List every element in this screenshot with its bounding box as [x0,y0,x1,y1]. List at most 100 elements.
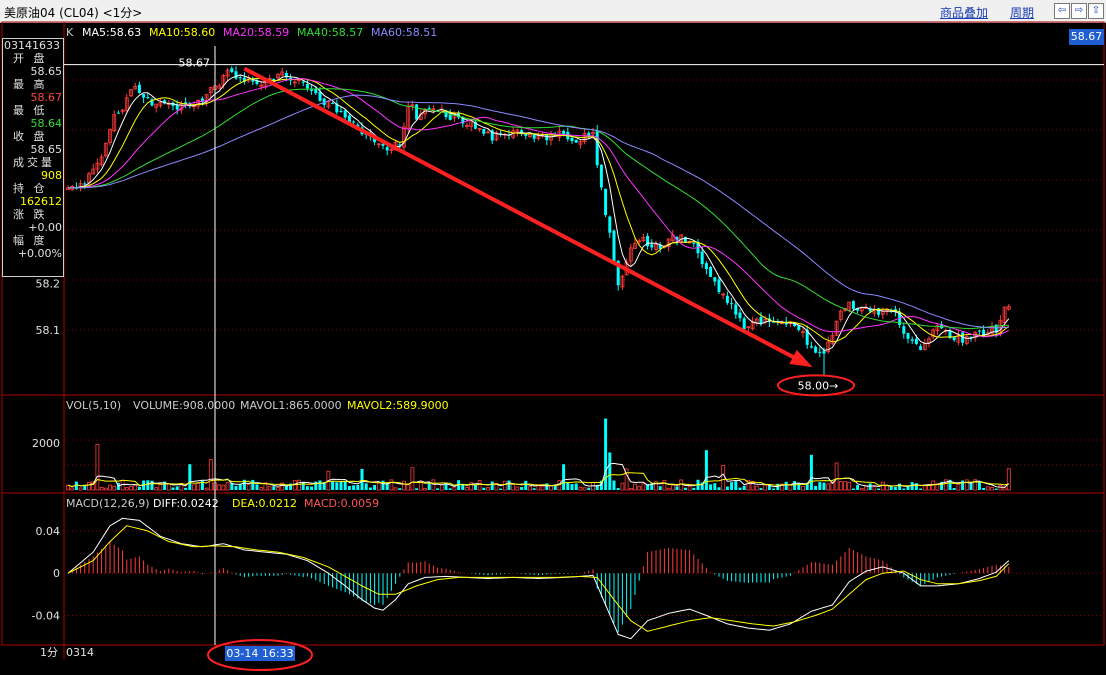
volume-bar [738,487,742,490]
period-label: 1分 [40,646,58,659]
mavol2-line [67,472,1009,488]
candle-body [524,132,528,136]
candle-body [339,111,343,113]
ma40-line [68,88,1009,330]
volume-bar [133,484,138,491]
volume-bar [528,486,532,491]
candle-body [376,143,381,146]
volume-bar [721,464,726,491]
candle-body [927,338,931,344]
candle-body [826,341,831,353]
candle-body [759,316,763,324]
volume-bar [687,486,692,491]
volume-bar [192,484,196,491]
volume-bar [646,483,650,490]
volume-bar [1002,487,1007,491]
volume-bar [171,487,175,490]
volume-bar [633,483,637,491]
period-link[interactable]: 周期 [1010,6,1035,20]
candle-body [515,129,520,133]
candle-body [906,333,910,339]
volume-bar [352,485,356,490]
volume-bar [255,484,259,490]
volume-bar [1006,468,1011,491]
candle-body [982,329,986,337]
volume-bar [347,486,351,490]
candle-body [83,183,87,185]
candle-body [666,238,671,247]
candle-body [91,168,96,175]
candle-body [473,121,477,129]
volume-bar [301,481,305,490]
candle-body [171,102,175,106]
volume-bar [364,483,368,490]
volume-bar [843,481,847,491]
candle-body [184,102,188,105]
candle-body [641,237,646,242]
change-pct-label: 幅 度 [13,234,48,247]
change-value: +0.00 [28,221,62,234]
volume-bar [540,485,545,491]
volume-bar [885,485,889,491]
volume-legend-volume: VOLUME:908.0000 [133,399,235,412]
volume-bar [322,482,326,490]
candle-body [158,102,163,106]
candle-body [856,308,860,311]
candle-body [620,275,625,288]
candle-body [175,104,179,110]
volume-y-tick: 2000 [32,437,60,450]
volume-bar [246,484,251,491]
macd-y-tick: -0.04 [32,609,60,622]
volume-bar [292,480,297,491]
volume-bar [423,487,427,491]
volume-bar [339,481,343,490]
volume-bar [415,488,419,490]
ma-legend-ma60: MA60:58.51 [371,26,437,39]
candle-body [322,98,326,105]
candle-body [994,324,998,333]
volume-bar [166,483,171,491]
volume-bar [628,487,633,491]
volume-bar [872,486,877,491]
downtrend-arrowhead [789,349,813,368]
candle-body [292,81,297,84]
volume-bar [511,484,516,491]
kline-y-tick: 58.1 [36,324,61,337]
overlay-commodity-link[interactable]: 商品叠加 [940,6,989,20]
volume-bar [158,484,163,491]
arrow-right-icon[interactable]: ⇨ [1071,3,1087,19]
candle-body [772,321,776,323]
volume-bar [393,487,398,491]
volume-bar [679,479,684,491]
candle-body [562,130,566,134]
volume-bar [452,486,457,491]
volume-bar [469,482,474,491]
volume-bar [373,485,377,490]
candle-body [868,308,872,312]
arrow-left-icon[interactable]: ⇦ [1054,3,1070,19]
candle-body [830,335,835,344]
arrow-up-icon[interactable]: ⇧ [1088,3,1104,19]
candle-body [591,131,595,135]
candle-body [448,114,452,120]
volume-bar [754,485,759,491]
candle-body [124,97,129,111]
volume-bar [877,488,881,490]
volume-bar [692,487,696,490]
volume-bar [289,483,293,490]
volume-bar [994,488,998,490]
candle-body [587,132,591,136]
low-annotation: 58.00→ [798,379,839,392]
volume-bar [662,479,667,491]
candle-body [230,68,234,73]
candle-body [725,295,729,303]
candle-body [730,303,734,305]
candle-body [793,322,797,326]
volume-bar [935,482,940,491]
volume-bar [217,484,222,491]
candle-body [914,338,918,344]
candle-body [196,100,201,107]
kline-y-tick: 58.2 [36,277,61,290]
close-label: 收 盘 [13,130,48,143]
